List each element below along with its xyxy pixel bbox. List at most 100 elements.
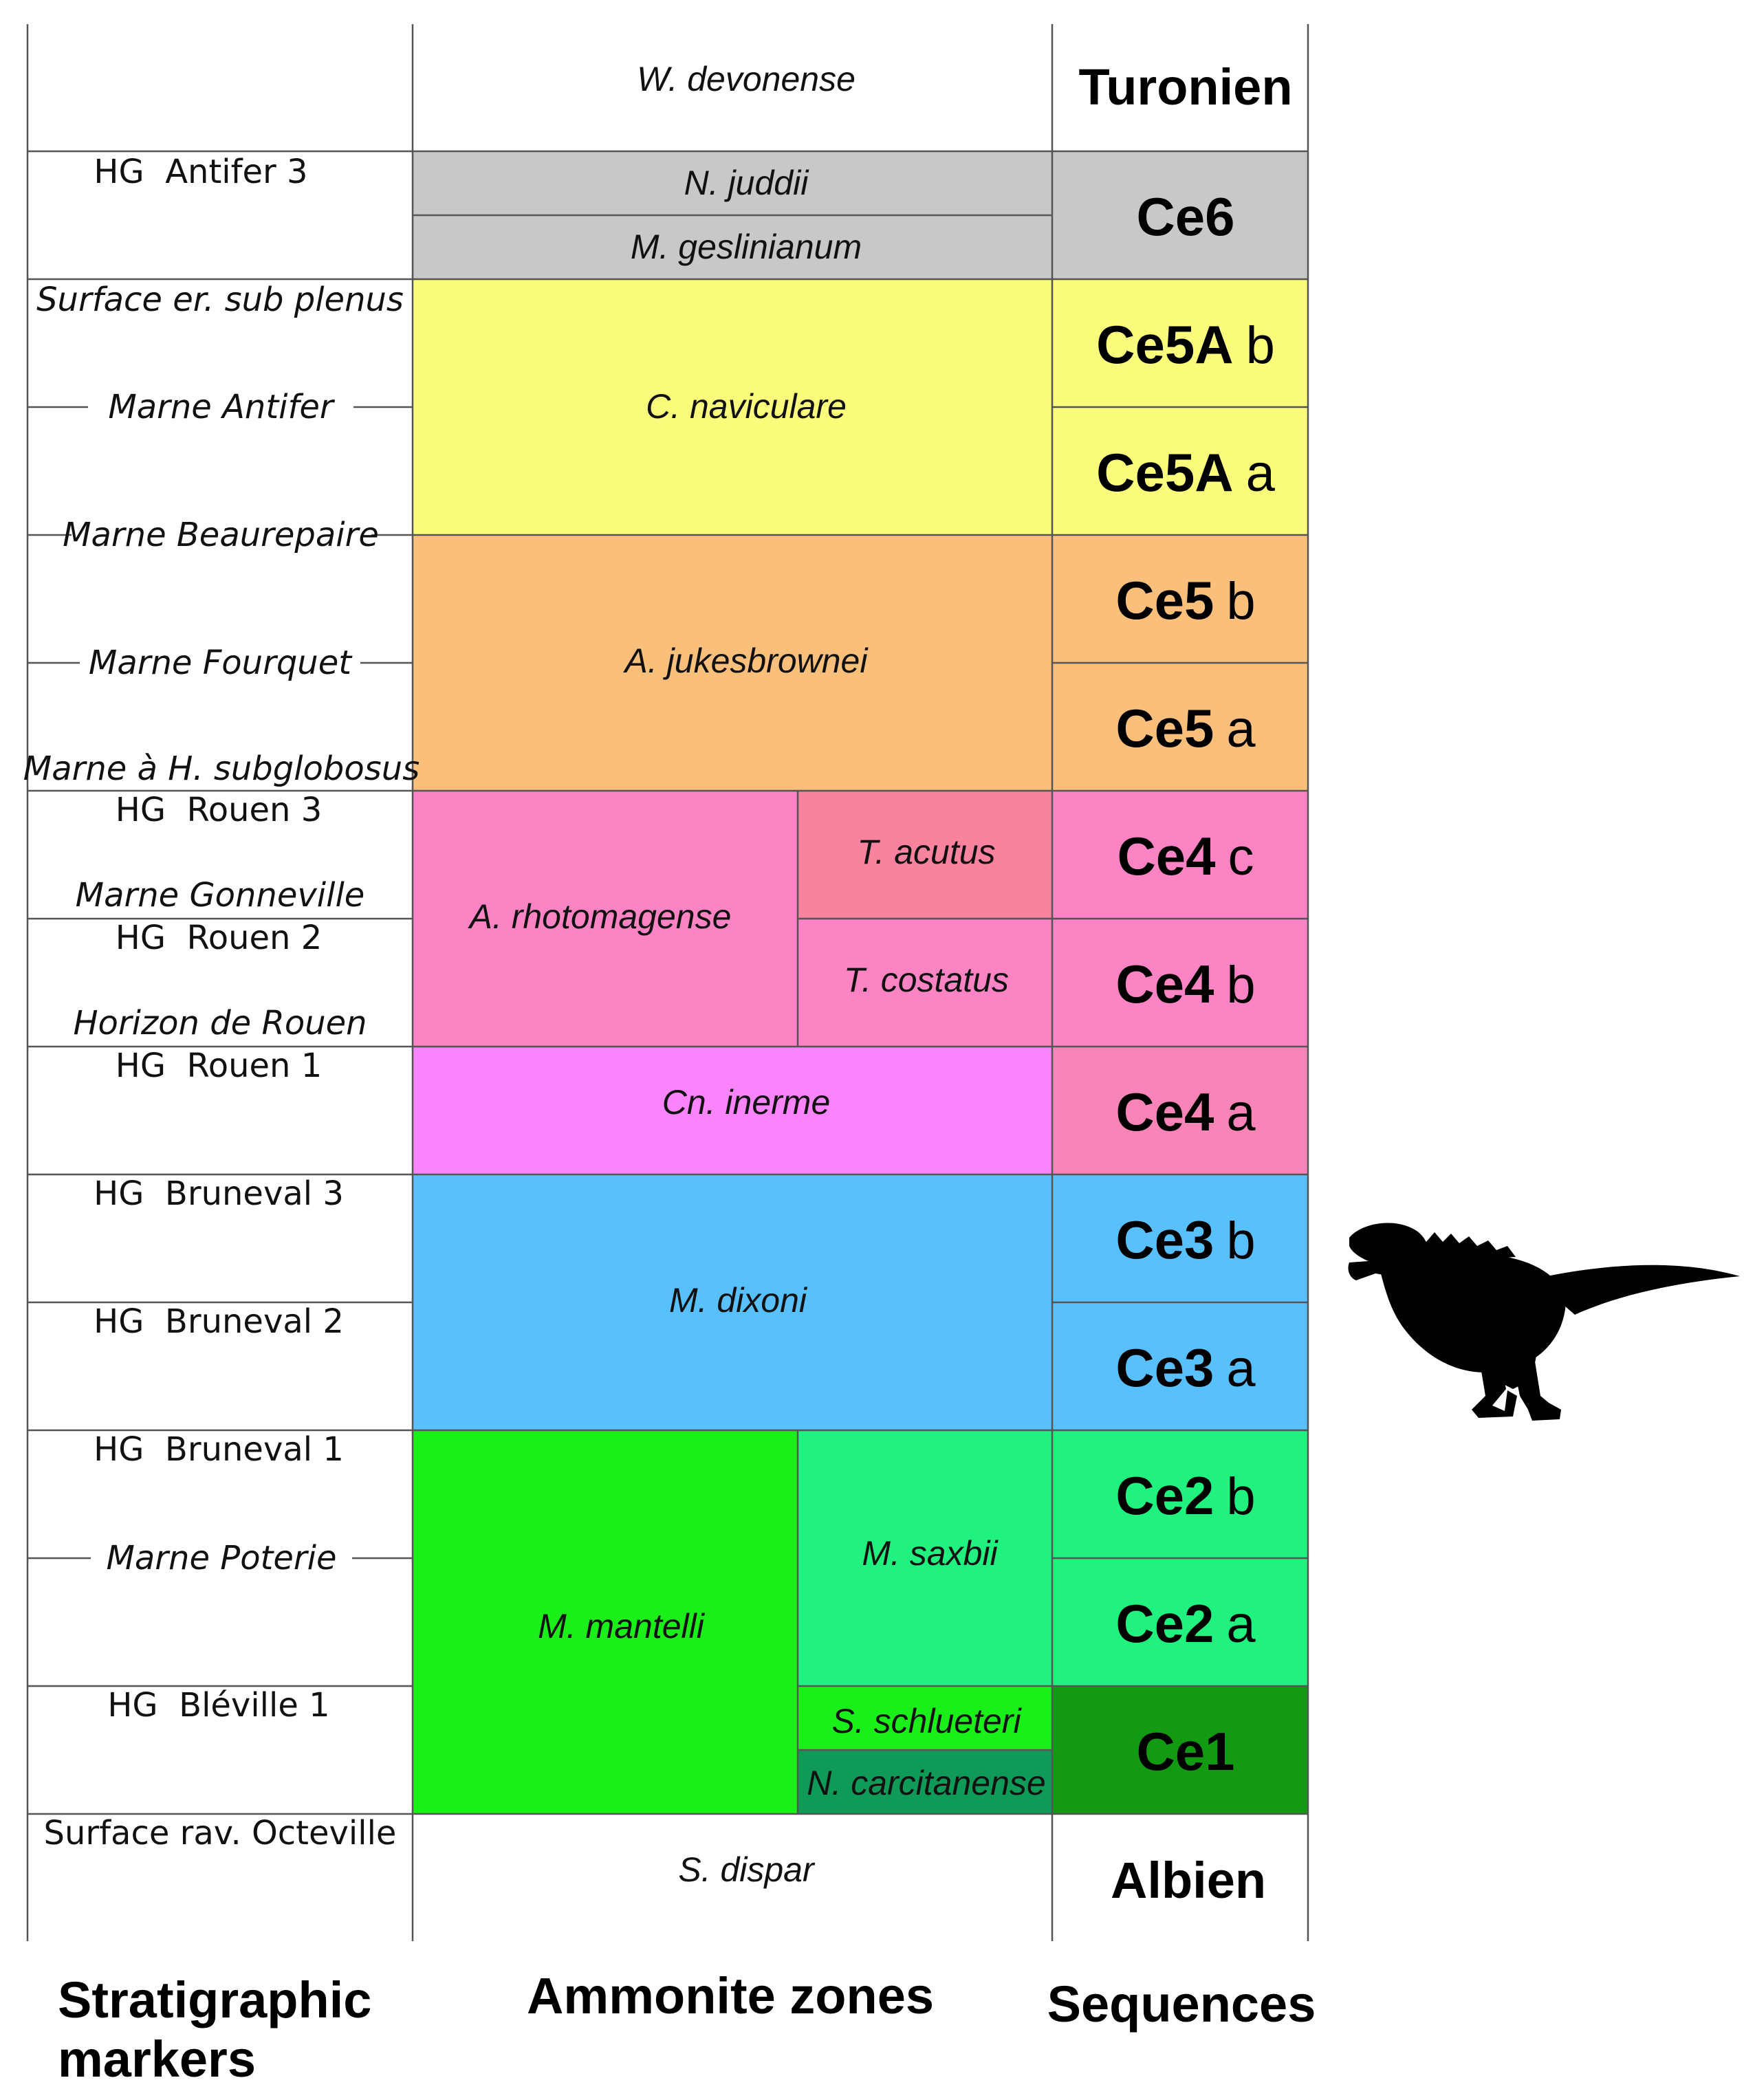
seq-bg-turonien (1052, 24, 1308, 151)
zone-n-carcitanense: N. carcitanense (807, 1764, 1045, 1802)
seq-ce3-b-main: Ce3 (1115, 1210, 1214, 1270)
column-labels: Stratigraphic markers Ammonite zones Seq… (58, 1967, 1316, 2088)
seq-bg-albien (1052, 1814, 1308, 1941)
seq-bg-ce3-b (1052, 1174, 1308, 1302)
zone-bg-s-schlueteri (798, 1686, 1052, 1750)
seq-bg-ce1 (1052, 1686, 1308, 1814)
zone-bg-w-devonense (413, 24, 1052, 151)
seq-ce5-a-main: Ce5 (1115, 698, 1214, 758)
marker-hg-bruneval-1: HG Bruneval 1 (94, 1430, 344, 1469)
seq-ce4-b-sub: b (1226, 956, 1255, 1014)
zone-bg-cn-inerme (413, 1047, 1052, 1174)
seq-albien: Albien (1111, 1852, 1266, 1909)
zone-bg-n-carcitanense (798, 1750, 1052, 1814)
zone-m-saxbii: M. saxbii (862, 1534, 999, 1573)
zone-a-jukesbrownei: A. jukesbrownei (623, 642, 869, 680)
seq-ce4-a: Ce4 a (1115, 1082, 1256, 1142)
seq-ce2-b-main: Ce2 (1115, 1465, 1214, 1526)
seq-ce5-b-sub: b (1226, 572, 1255, 631)
zone-bg-t-acutus (798, 791, 1052, 919)
marker-hg-rouen-1: HG Rouen 1 (116, 1047, 323, 1085)
seq-ce4-b: Ce4 b (1115, 954, 1255, 1014)
dinosaur-silhouette-icon (1348, 1223, 1740, 1421)
marker-hg-antifer-3: HG Antifer 3 (94, 153, 307, 191)
label-markers: markers (58, 2031, 256, 2088)
ammonite-zones: W. devonense N. juddii M. geslinianum C.… (468, 60, 1046, 1889)
seq-bg-ce5a-a (1052, 407, 1308, 535)
zone-cn-inerme: Cn. inerme (662, 1083, 831, 1122)
seq-bg-ce2-b (1052, 1430, 1308, 1558)
seq-ce2-a: Ce2 a (1115, 1593, 1256, 1654)
marker-marne-gonneville: Marne Gonneville (76, 876, 365, 915)
seq-bg-ce5a-b (1052, 279, 1308, 407)
seq-bg-ce4-b (1052, 919, 1308, 1047)
seq-ce5-a-sub: a (1226, 700, 1256, 758)
marker-marne-antifer: Marne Antifer (108, 388, 336, 426)
seq-ce1: Ce1 (1136, 1721, 1234, 1782)
seq-ce5-b: Ce5 b (1115, 570, 1255, 631)
stratigraphic-markers: HG Antifer 3 Surface er. sub plenus Marn… (23, 153, 419, 1852)
zone-s-schlueteri: S. schlueteri (831, 1702, 1022, 1740)
seq-ce5a-a-sub: a (1246, 444, 1276, 503)
marker-hg-rouen-3: HG Rouen 3 (116, 791, 323, 829)
seq-ce2-b: Ce2 b (1115, 1465, 1255, 1526)
seq-ce2-a-main: Ce2 (1115, 1593, 1214, 1654)
seq-turonien: Turonien (1078, 58, 1292, 116)
seq-ce3-a: Ce3 a (1115, 1337, 1256, 1398)
seq-ce4-c-sub: c (1228, 828, 1254, 886)
zone-t-costatus: T. costatus (844, 961, 1009, 999)
marker-marne-subglobosus: Marne à H. subglobosus (23, 750, 419, 788)
label-ammonite-zones: Ammonite zones (527, 1967, 934, 2024)
seq-ce4-b-main: Ce4 (1115, 954, 1214, 1014)
marker-surface-octeville: Surface rav. Octeville (44, 1814, 397, 1852)
seq-ce3-a-sub: a (1226, 1339, 1256, 1398)
seq-ce2-a-sub: a (1226, 1595, 1256, 1654)
seq-ce3-b: Ce3 b (1115, 1210, 1255, 1270)
seq-ce5a-b: Ce5A b (1096, 314, 1275, 375)
seq-bg-ce3-a (1052, 1302, 1308, 1430)
zone-bg-m-dixoni (413, 1174, 1052, 1430)
seq-ce5a-a: Ce5A a (1096, 442, 1275, 503)
seq-bg-ce5-b (1052, 535, 1308, 663)
label-sequences: Sequences (1047, 1976, 1316, 2033)
seq-ce3-a-main: Ce3 (1115, 1337, 1214, 1398)
seq-ce2-b-sub: b (1226, 1467, 1255, 1526)
seq-ce4-c: Ce4 c (1117, 826, 1254, 886)
zone-s-dispar: S. dispar (678, 1850, 816, 1889)
marker-marne-fourquet: Marne Fourquet (89, 644, 353, 682)
seq-ce5a-b-sub: b (1246, 316, 1275, 375)
seq-ce4-a-sub: a (1226, 1084, 1256, 1142)
zone-bg-m-saxbii (798, 1430, 1052, 1686)
zone-n-juddii: N. juddii (684, 164, 810, 202)
zone-t-acutus: T. acutus (857, 833, 995, 871)
zone-bg-s-dispar (413, 1814, 1052, 1941)
zone-bg-a-jukesbrownei (413, 535, 1052, 791)
seq-ce3-b-sub: b (1226, 1212, 1255, 1270)
zone-m-mantelli: M. mantelli (538, 1607, 706, 1645)
zone-m-geslinianum: M. geslinianum (631, 228, 862, 266)
marker-hg-bruneval-3: HG Bruneval 3 (94, 1174, 344, 1213)
seq-ce4-a-main: Ce4 (1115, 1082, 1214, 1142)
marker-hg-bruneval-2: HG Bruneval 2 (94, 1302, 344, 1341)
seq-bg-ce4-c (1052, 791, 1308, 919)
zone-bg-m-geslinianum (413, 215, 1052, 279)
seq-bg-ce6 (1052, 151, 1308, 279)
marker-marne-poterie: Marne Poterie (106, 1539, 336, 1577)
seq-albien-main: Albien (1111, 1852, 1266, 1909)
marker-hg-rouen-2: HG Rouen 2 (116, 919, 323, 957)
zone-m-dixoni: M. dixoni (669, 1281, 808, 1320)
seq-ce5a-a-main: Ce5A (1096, 442, 1233, 503)
seq-ce5-b-main: Ce5 (1115, 570, 1214, 631)
marker-marne-beaurepaire: Marne Beaurepaire (63, 516, 379, 554)
seq-ce6: Ce6 (1136, 186, 1234, 247)
zone-bg-t-costatus (798, 919, 1052, 1047)
seq-bg-ce5-a (1052, 663, 1308, 791)
zone-bg-c-naviculare (413, 279, 1052, 535)
seq-bg-ce2-a (1052, 1558, 1308, 1686)
grid-lines (26, 24, 1309, 1941)
zone-c-naviculare: C. naviculare (646, 387, 847, 426)
seq-ce4-c-main: Ce4 (1117, 826, 1215, 886)
zone-a-rhotomagense: A. rhotomagense (468, 897, 732, 936)
